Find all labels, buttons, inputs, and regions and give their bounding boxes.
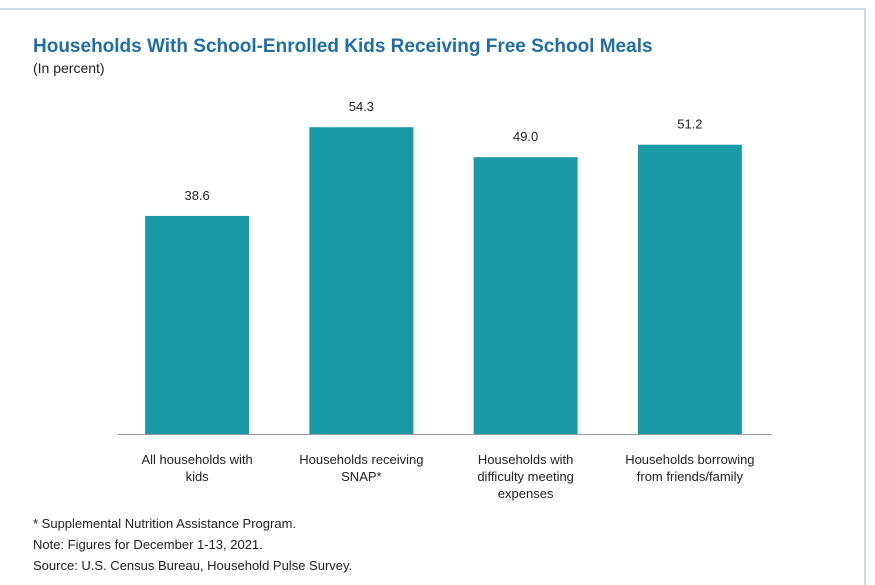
footnote: Source: U.S. Census Bureau, Household Pu… [33, 558, 353, 573]
value-label: 49.0 [513, 129, 538, 144]
chart-title: Households With School-Enrolled Kids Rec… [33, 36, 653, 57]
bar [145, 215, 250, 434]
bar [473, 157, 578, 434]
value-label: 51.2 [677, 117, 702, 132]
x-tick-label: Households receiving SNAP* [299, 452, 424, 484]
value-label: 38.6 [184, 188, 209, 203]
frame [0, 8, 866, 585]
x-tick-label: All households with kids [141, 452, 253, 484]
value-label: 54.3 [349, 99, 374, 114]
chart-subtitle: (In percent) [33, 60, 105, 76]
bar [637, 144, 742, 434]
bar [309, 127, 414, 434]
x-tick-label: Households with difficulty meeting expen… [477, 452, 574, 501]
x-tick-label: Households borrowing from friends/family [625, 452, 755, 484]
footnote: * Supplemental Nutrition Assistance Prog… [33, 516, 297, 531]
footnote: Note: Figures for December 1-13, 2021. [33, 537, 263, 552]
